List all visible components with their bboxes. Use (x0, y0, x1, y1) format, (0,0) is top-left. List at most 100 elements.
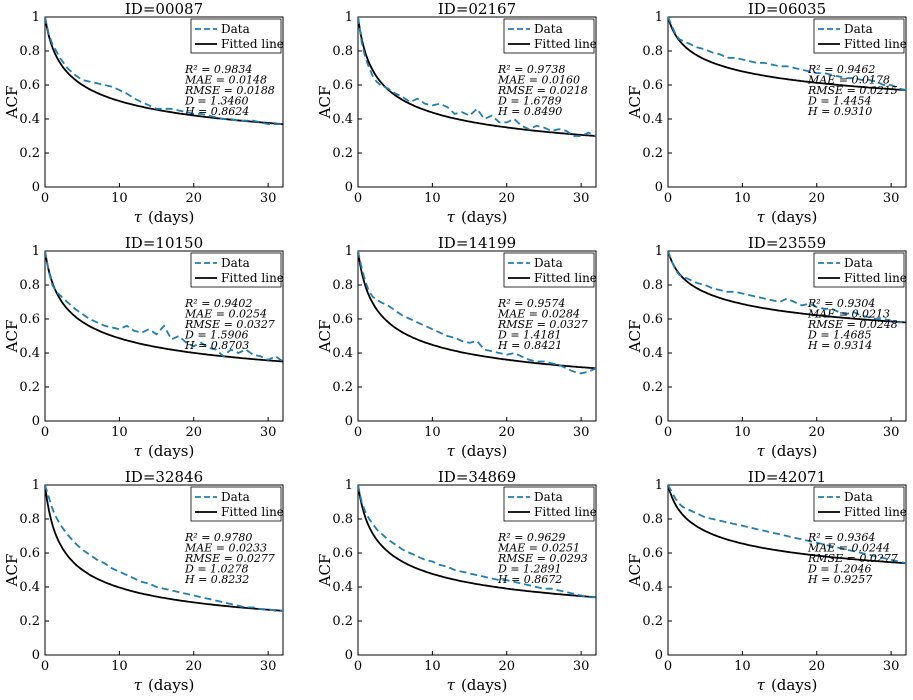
stat-rmse: RMSE = 0.0277 (807, 552, 898, 565)
x-tick-label: 0 (354, 659, 362, 674)
y-tick-label: 0.4 (642, 580, 663, 595)
stat-d: D = 1.2046 (807, 563, 872, 576)
legend-fit-label: Fitted line (534, 37, 597, 51)
stat-d: D = 1.4181 (497, 329, 562, 342)
stat-d: D = 1.2891 (497, 563, 562, 576)
x-tick-label: 30 (883, 425, 900, 440)
x-tick-label: 20 (498, 659, 515, 674)
y-tick-label: 1 (655, 478, 663, 493)
fitted-line (668, 251, 906, 324)
y-tick-label: 0.2 (642, 380, 663, 395)
y-axis-label: ACF (3, 320, 21, 354)
y-tick-label: 0.2 (332, 146, 353, 161)
x-tick-label: 30 (260, 659, 277, 674)
axes-box (44, 16, 284, 188)
fitted-line (668, 17, 906, 91)
x-tick-label: 10 (424, 191, 441, 206)
data-series (668, 251, 906, 324)
acf-panel-8: 0 10 20 30 0 0.2 0.4 0.6 0.8 1 ID=34869 ACF τ (days) D… (316, 468, 597, 694)
stat-h: H = 0.9310 (807, 105, 872, 118)
legend-data-label: Data (221, 256, 250, 270)
y-tick-label: 0 (655, 414, 663, 429)
panel-title: ID=06035 (748, 0, 826, 18)
y-tick-label: 0 (655, 648, 663, 663)
axes-box (44, 484, 284, 656)
y-axis-label: ACF (626, 320, 644, 354)
y-tick-label: 0.2 (19, 380, 40, 395)
y-tick-label: 0.8 (19, 278, 40, 293)
acf-panel-5: 0 10 20 30 0 0.2 0.4 0.6 0.8 1 ID=14199 ACF τ (days) D… (316, 234, 597, 460)
axes-box (357, 484, 597, 656)
stat-mae: MAE = 0.0148 (184, 74, 267, 87)
x-tick-label: 0 (41, 425, 49, 440)
legend-box (813, 252, 905, 288)
x-axis-label: τ (days) (447, 208, 508, 226)
stat-mae: MAE = 0.0254 (184, 308, 267, 321)
y-tick-label: 0 (32, 414, 40, 429)
axes-box (667, 16, 907, 188)
legend-box (190, 486, 282, 522)
y-tick-label: 0.4 (19, 346, 40, 361)
y-tick-label: 0.8 (19, 512, 40, 527)
y-tick-label: 1 (345, 244, 353, 259)
legend-fit-label: Fitted line (844, 505, 907, 519)
legend-fit-label: Fitted line (534, 271, 597, 285)
stat-r2: R² = 0.9629 (497, 531, 565, 544)
axes-box (667, 484, 907, 656)
stat-rmse: RMSE = 0.0327 (497, 318, 588, 331)
fitted-line (668, 485, 906, 565)
stat-r2: R² = 0.9402 (184, 297, 252, 310)
x-tick-label: 10 (424, 659, 441, 674)
stat-h: H = 0.8421 (497, 339, 562, 352)
legend-box (813, 18, 905, 54)
y-axis-label: ACF (626, 86, 644, 120)
x-tick-label: 0 (354, 191, 362, 206)
y-tick-label: 0 (32, 180, 40, 195)
stat-h: H = 0.9257 (807, 573, 872, 586)
data-series (668, 485, 906, 565)
legend-box (190, 18, 282, 54)
y-tick-label: 0.6 (19, 546, 40, 561)
y-tick-label: 0.4 (332, 112, 353, 127)
legend-fit-label: Fitted line (844, 271, 907, 285)
x-tick-label: 10 (111, 425, 128, 440)
x-tick-label: 20 (498, 425, 515, 440)
data-series (45, 17, 283, 125)
stat-rmse: RMSE = 0.0218 (497, 84, 588, 97)
stat-mae: MAE = 0.0251 (497, 542, 580, 555)
y-tick-label: 1 (345, 10, 353, 25)
fitted-line (45, 251, 283, 363)
y-tick-label: 0.2 (642, 614, 663, 629)
y-tick-label: 0 (345, 180, 353, 195)
legend-data-label: Data (221, 22, 250, 36)
stat-d: D = 1.5906 (184, 329, 249, 342)
y-tick-label: 0.6 (332, 546, 353, 561)
legend-data-label: Data (534, 256, 563, 270)
y-tick-label: 0.8 (642, 512, 663, 527)
legend-box (503, 252, 595, 288)
x-axis-label: τ (days) (447, 676, 508, 694)
stat-h: H = 0.8490 (497, 105, 562, 118)
data-series (668, 17, 906, 91)
y-axis-label: ACF (316, 86, 334, 120)
stat-h: H = 0.8703 (184, 339, 249, 352)
x-axis-label: τ (days) (757, 676, 818, 694)
stat-rmse: RMSE = 0.0293 (497, 552, 588, 565)
stat-rmse: RMSE = 0.0188 (184, 84, 275, 97)
data-series (358, 251, 596, 375)
y-tick-label: 0.2 (19, 614, 40, 629)
acf-panel-2: 0 10 20 30 0 0.2 0.4 0.6 0.8 1 ID=02167 ACF τ (days) D… (316, 0, 597, 226)
axes-box (357, 16, 597, 188)
y-tick-label: 0.6 (332, 312, 353, 327)
stat-d: D = 1.4685 (807, 329, 872, 342)
y-tick-label: 0.6 (332, 78, 353, 93)
stat-mae: MAE = 0.0284 (497, 308, 580, 321)
panel-title: ID=02167 (438, 0, 516, 18)
x-tick-label: 10 (734, 425, 751, 440)
y-tick-label: 0.2 (332, 614, 353, 629)
y-tick-label: 1 (345, 478, 353, 493)
x-tick-label: 20 (808, 191, 825, 206)
stat-rmse: RMSE = 0.0248 (807, 318, 898, 331)
legend-data-label: Data (844, 256, 873, 270)
